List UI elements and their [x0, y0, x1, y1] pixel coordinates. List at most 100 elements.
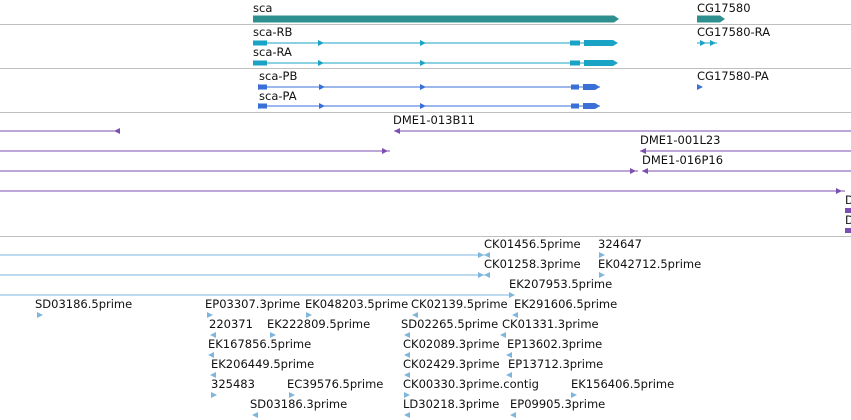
gene-glyph-cg17580[interactable] — [697, 15, 725, 23]
est-label[interactable]: CK01258.3prime — [484, 257, 581, 271]
bac-glyph[interactable] — [845, 228, 851, 233]
est-glyph[interactable] — [37, 312, 43, 318]
transcript-glyph-sca-pa[interactable] — [571, 103, 579, 109]
transcript-glyph-sca-pa[interactable] — [258, 103, 267, 109]
transcript-glyph-sca-rb[interactable] — [420, 40, 426, 46]
transcript-glyph-cg17580-pa[interactable] — [697, 84, 703, 90]
est-label[interactable]: LD30218.3prime — [403, 397, 500, 411]
est-glyph[interactable] — [270, 332, 276, 338]
est-label[interactable]: SD03186.5prime — [35, 297, 133, 311]
est-glyph[interactable] — [404, 412, 410, 418]
bac-glyph[interactable] — [845, 208, 851, 213]
bac-glyph[interactable] — [114, 128, 120, 134]
gene-glyph-sca[interactable] — [253, 15, 619, 23]
est-label[interactable]: CK02429.3prime — [403, 357, 500, 371]
bac-label-d-2[interactable]: D — [845, 213, 851, 227]
est-glyph[interactable] — [252, 412, 258, 418]
est-glyph[interactable] — [509, 292, 515, 298]
bac-label-dme1-013b11[interactable]: DME1-013B11 — [393, 113, 475, 127]
est-glyph[interactable] — [306, 312, 312, 318]
est-label[interactable]: 220371 — [209, 317, 253, 331]
transcript-label-sca-pa[interactable]: sca-PA — [259, 89, 297, 103]
transcript-glyph-sca-ra[interactable] — [420, 60, 426, 66]
est-label[interactable]: EP03307.3prime — [205, 297, 301, 311]
bac-glyph[interactable] — [630, 168, 636, 174]
est-label[interactable]: EP09905.3prime — [510, 397, 606, 411]
transcript-glyph-sca-pa[interactable] — [420, 103, 426, 109]
bac-label-dme1-016p16[interactable]: DME1-016P16 — [642, 153, 724, 167]
est-label[interactable]: 324647 — [598, 237, 642, 251]
est-glyph[interactable] — [512, 312, 518, 318]
bac-glyph[interactable] — [640, 148, 646, 154]
transcript-glyph-sca-pb[interactable] — [319, 84, 325, 90]
est-glyph[interactable] — [506, 352, 512, 358]
est-label[interactable]: SD03186.3prime — [250, 397, 348, 411]
transcript-label-sca-pb[interactable]: sca-PB — [259, 69, 298, 83]
est-label[interactable]: SD02265.5prime — [401, 317, 499, 331]
transcript-glyph-sca-ra[interactable] — [584, 60, 618, 66]
est-label[interactable]: EC39576.5prime — [287, 377, 384, 391]
bac-glyph[interactable] — [382, 148, 388, 154]
est-glyph[interactable] — [207, 312, 213, 318]
est-glyph[interactable] — [484, 252, 490, 258]
est-glyph[interactable] — [210, 372, 216, 378]
est-glyph[interactable] — [500, 332, 506, 338]
est-label[interactable]: EK207953.5prime — [509, 277, 613, 291]
transcript-label-sca-rb[interactable]: sca-RB — [253, 25, 293, 39]
est-glyph[interactable] — [412, 312, 418, 318]
est-label[interactable]: 325483 — [211, 377, 255, 391]
bac-label-dme1-001l23[interactable]: DME1-001L23 — [640, 133, 721, 147]
est-label[interactable]: EK167856.5prime — [208, 337, 312, 351]
transcript-glyph-cg17580-ra[interactable] — [700, 40, 706, 46]
gene-label-sca[interactable]: sca — [253, 1, 273, 15]
est-label[interactable]: CK02139.5prime — [411, 297, 508, 311]
est-glyph[interactable] — [404, 352, 410, 358]
est-label[interactable]: CK02089.3prime — [403, 337, 500, 351]
est-label[interactable]: EP13602.3prime — [507, 337, 603, 351]
transcript-glyph-sca-ra[interactable] — [253, 60, 267, 66]
transcript-glyph-cg17580-ra[interactable] — [710, 40, 716, 46]
est-glyph[interactable] — [506, 372, 512, 378]
est-glyph[interactable] — [404, 392, 410, 398]
est-glyph[interactable] — [478, 272, 484, 278]
est-label[interactable]: EK291606.5prime — [514, 297, 618, 311]
transcript-glyph-sca-rb[interactable] — [584, 40, 618, 46]
est-glyph[interactable] — [510, 412, 516, 418]
est-label[interactable]: CK00330.3prime.contig — [403, 377, 539, 391]
transcript-glyph-sca-pb[interactable] — [420, 84, 426, 90]
est-label[interactable]: EP13712.3prime — [508, 357, 604, 371]
transcript-label-sca-ra[interactable]: sca-RA — [253, 45, 292, 59]
transcript-glyph-sca-pb[interactable] — [583, 84, 600, 90]
transcript-glyph-sca-pa[interactable] — [583, 103, 600, 109]
est-label[interactable]: EK042712.5prime — [598, 257, 702, 271]
transcript-glyph-sca-rb[interactable] — [318, 40, 324, 46]
transcript-glyph-sca-pa[interactable] — [319, 103, 325, 109]
est-label[interactable]: EK222809.5prime — [267, 317, 371, 331]
est-label[interactable]: EK048203.5prime — [305, 297, 409, 311]
est-glyph[interactable] — [404, 372, 410, 378]
est-glyph[interactable] — [599, 252, 605, 258]
transcript-label-cg17580-ra[interactable]: CG17580-RA — [697, 25, 771, 39]
est-glyph[interactable] — [289, 392, 295, 398]
transcript-glyph-sca-ra[interactable] — [318, 60, 324, 66]
bac-glyph[interactable] — [394, 128, 400, 134]
est-glyph[interactable] — [599, 272, 605, 278]
est-glyph[interactable] — [571, 392, 577, 398]
est-glyph[interactable] — [478, 252, 484, 258]
est-glyph[interactable] — [210, 332, 216, 338]
est-label[interactable]: EK206449.5prime — [211, 357, 315, 371]
est-label[interactable]: CK01331.3prime — [502, 317, 599, 331]
transcript-glyph-sca-ra[interactable] — [570, 60, 580, 66]
transcript-glyph-sca-pb[interactable] — [571, 84, 579, 90]
est-label[interactable]: EK156406.5prime — [571, 377, 675, 391]
transcript-glyph-sca-pb[interactable] — [258, 84, 267, 90]
transcript-glyph-sca-rb[interactable] — [253, 40, 267, 46]
transcript-glyph-sca-rb[interactable] — [570, 40, 580, 46]
transcript-label-cg17580-pa[interactable]: CG17580-PA — [697, 69, 769, 83]
bac-glyph[interactable] — [836, 188, 842, 194]
est-glyph[interactable] — [208, 352, 214, 358]
bac-glyph[interactable] — [642, 168, 648, 174]
est-glyph[interactable] — [484, 272, 490, 278]
gene-label-cg17580[interactable]: CG17580 — [697, 1, 751, 15]
bac-label-d-1[interactable]: D — [845, 193, 851, 207]
